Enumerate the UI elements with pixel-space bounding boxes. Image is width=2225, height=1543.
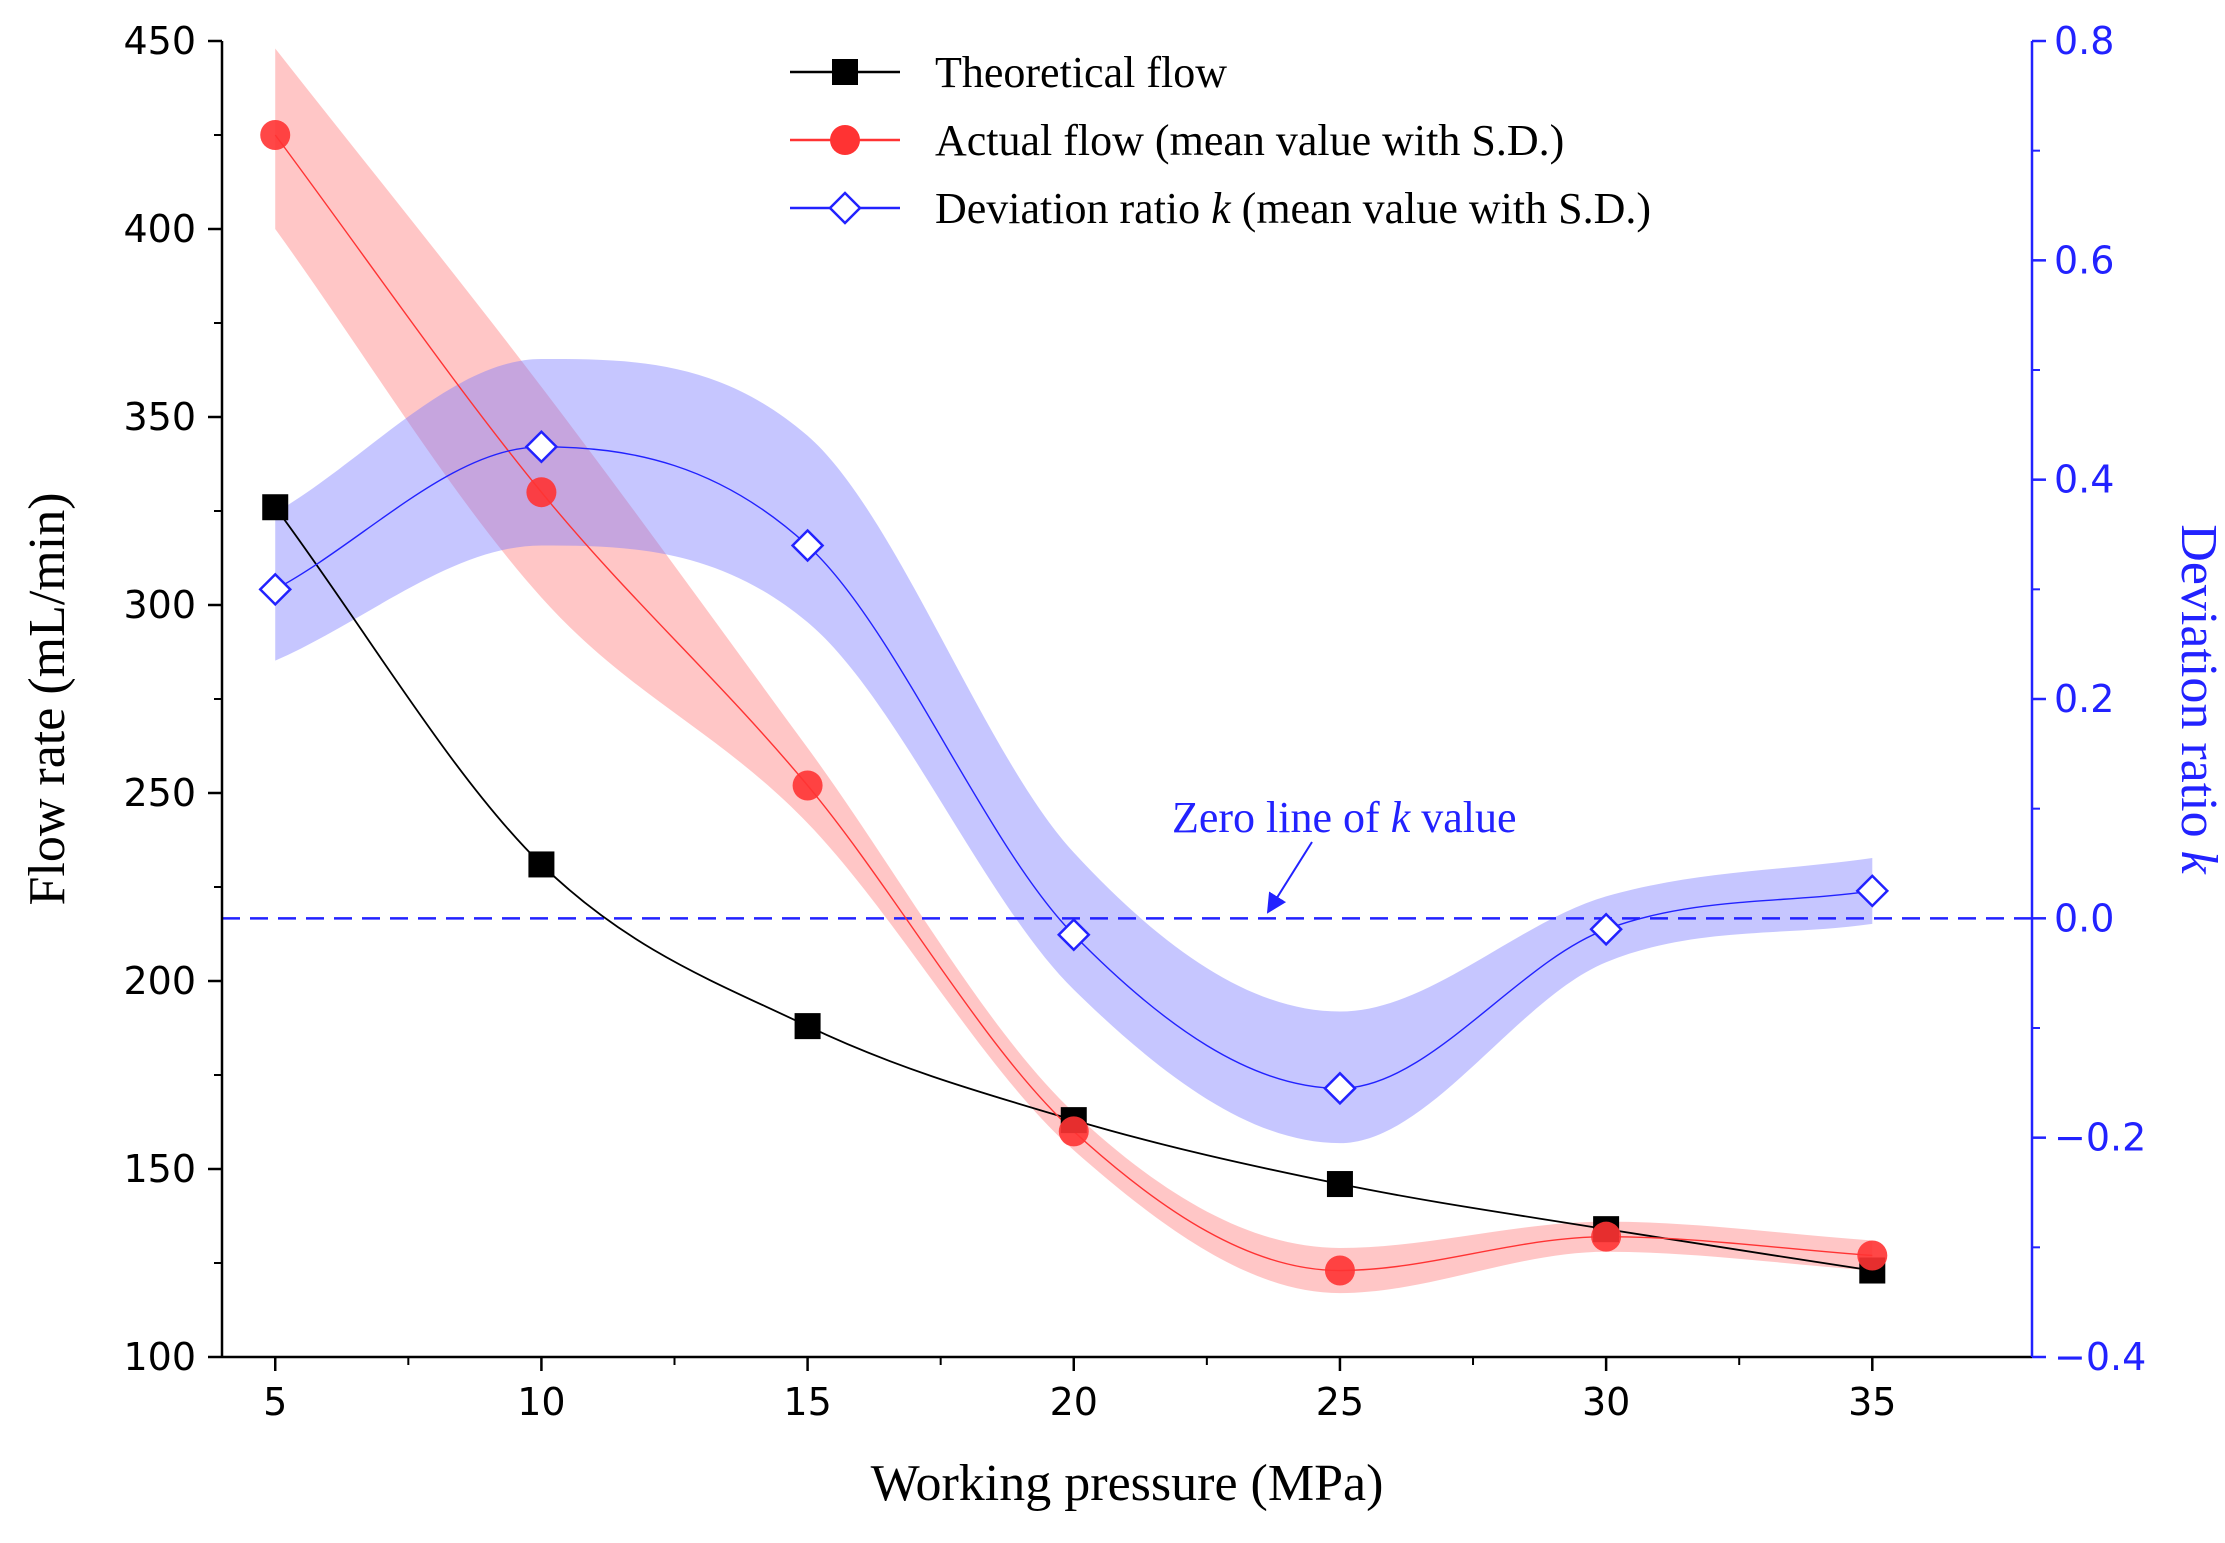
x-tick-label: 25 [1316, 1380, 1364, 1424]
y-tick-label: 300 [123, 583, 196, 627]
deviation-point [790, 528, 825, 563]
y2-tick-label: 0.8 [2054, 19, 2114, 63]
deviation-point [1589, 912, 1623, 947]
theoretical-point [794, 1013, 821, 1040]
annotation-tail: value [1410, 793, 1516, 842]
zero-line-annotation: Zero line of k value [1172, 793, 1517, 914]
legend: Theoretical flow Actual flow (mean value … [790, 48, 1651, 233]
annotation-main: Zero line of [1172, 793, 1391, 842]
legend-label-tail: (mean value with S.D.) [1231, 184, 1651, 233]
x-tick-label: 15 [783, 1380, 831, 1424]
y2-tick-label: −0.4 [2054, 1335, 2146, 1379]
sd-band-1 [275, 48, 1873, 1294]
x-tick-label: 30 [1582, 1380, 1630, 1424]
theoretical-point [1326, 1171, 1353, 1198]
sd-band-2 [275, 359, 1873, 1144]
actual-point [260, 120, 291, 150]
theoretical-point [262, 494, 289, 521]
series-curves [274, 134, 1873, 1272]
annotation-italic: k [1391, 793, 1412, 842]
y2-axis-title-italic: k [2170, 851, 2225, 875]
y-tick-label: 150 [123, 1147, 196, 1191]
y2-axis-title-main: Deviation ratio [2170, 524, 2225, 850]
axes: 5 10 15 20 25 30 35 100 150 200 250 300 350 400 450 −0.… [19, 19, 2225, 1512]
legend-marker-diamond [828, 191, 862, 225]
actual-point [1591, 1221, 1622, 1252]
annotation-text: Zero line of k value [1172, 793, 1517, 842]
actual-point [526, 477, 557, 508]
y-tick-label: 450 [123, 19, 196, 63]
actual-point [1058, 1116, 1089, 1147]
y-tick-label: 100 [123, 1335, 196, 1379]
y-tick-label: 200 [123, 959, 196, 1003]
series-line-1 [274, 134, 1873, 1272]
deviation-point [258, 572, 293, 607]
legend-label-main: Deviation ratio [935, 184, 1211, 233]
theoretical-point [528, 851, 555, 878]
y2-tick-label: 0.0 [2054, 896, 2114, 940]
y-tick-label: 400 [123, 207, 196, 251]
deviation-point [1056, 918, 1091, 952]
actual-point [1857, 1240, 1888, 1271]
y2-tick-label: 0.2 [2054, 677, 2114, 721]
legend-marker-square [832, 59, 858, 85]
y-tick-label: 250 [123, 771, 196, 815]
y-axis-title: Flow rate (mL/min) [19, 492, 76, 905]
y2-tick-label: 0.6 [2054, 238, 2114, 282]
legend-label-italic: k [1211, 184, 1232, 233]
legend-label-0: Theoretical flow [935, 48, 1227, 97]
sd-bands [275, 48, 1873, 1294]
legend-marker-circle [830, 125, 860, 155]
x-axis-title: Working pressure (MPa) [871, 1455, 1384, 1512]
x-tick-label: 5 [263, 1380, 287, 1424]
actual-point [1324, 1255, 1355, 1286]
legend-label-2: Deviation ratio k (mean value with S.D.) [935, 184, 1651, 233]
y2-tick-label: −0.2 [2054, 1116, 2146, 1160]
legend-label-1: Actual flow (mean value with S.D.) [935, 116, 1564, 165]
deviation-point [1855, 874, 1890, 908]
actual-point [792, 770, 823, 801]
x-tick-label: 35 [1848, 1380, 1896, 1424]
deviation-point [524, 429, 559, 464]
annotation-arrow [1266, 841, 1313, 914]
series-markers [258, 120, 1890, 1286]
x-tick-label: 20 [1050, 1380, 1098, 1424]
y2-tick-label: 0.4 [2054, 458, 2114, 502]
deviation-point [1323, 1071, 1357, 1106]
y2-axis-title: Deviation ratio k [2170, 524, 2225, 874]
y-tick-label: 350 [123, 395, 196, 439]
x-tick-label: 10 [517, 1380, 565, 1424]
